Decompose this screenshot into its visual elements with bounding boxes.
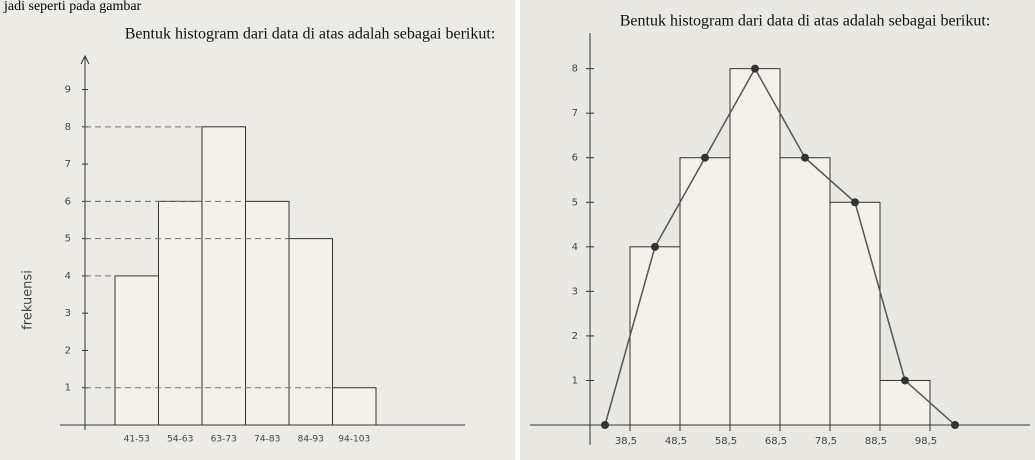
- y-tick-label: 8: [65, 122, 71, 133]
- y-axis-label: frekuensi: [21, 270, 36, 330]
- bar: [333, 388, 377, 425]
- polygon-point: [851, 198, 859, 206]
- y-tick-label: 6: [65, 196, 71, 207]
- y-tick-label: 1: [572, 375, 578, 386]
- y-tick-label: 3: [65, 308, 71, 319]
- y-tick-label: 9: [65, 85, 71, 96]
- y-tick-label: 5: [65, 234, 71, 245]
- x-tick-label: 74-83: [254, 435, 280, 445]
- y-tick-label: 2: [572, 331, 578, 342]
- y-tick-label: 6: [572, 153, 578, 164]
- x-tick-label: 94-103: [338, 435, 370, 445]
- bar: [830, 202, 880, 425]
- bar: [202, 127, 246, 425]
- caption: jadi seperti pada gambar: [3, 0, 142, 14]
- polygon-point: [601, 421, 609, 429]
- y-tick-label: 5: [572, 197, 578, 208]
- polygon-point: [801, 154, 809, 162]
- y-tick-label: 4: [572, 242, 578, 253]
- x-tick-label: 41-53: [124, 435, 150, 445]
- y-tick-label: 8: [572, 64, 578, 75]
- y-tick-label: 2: [65, 345, 71, 356]
- bar: [730, 69, 780, 425]
- y-tick-label: 1: [65, 383, 71, 394]
- bar: [246, 201, 290, 425]
- x-tick-label: 98,5: [915, 436, 937, 447]
- page: jadi seperti pada gambar Bentuk histogra…: [0, 0, 1035, 460]
- polygon-point: [901, 376, 909, 384]
- x-tick-label: 38,5: [615, 436, 637, 447]
- polygon-point: [651, 243, 659, 251]
- x-tick-label: 88,5: [865, 436, 887, 447]
- y-tick-label: 3: [572, 286, 578, 297]
- x-tick-label: 63-73: [211, 435, 237, 445]
- bar: [880, 380, 930, 425]
- x-tick-label: 78,5: [815, 436, 837, 447]
- chart-title: Bentuk histogram dari data di atas adala…: [125, 26, 496, 43]
- bar: [680, 158, 730, 425]
- polygon-point: [951, 421, 959, 429]
- x-tick-label: 84-93: [298, 435, 324, 445]
- y-tick-label: 7: [572, 108, 578, 119]
- bar: [780, 158, 830, 425]
- y-tick-label: 7: [65, 159, 71, 170]
- polygon-point: [701, 154, 709, 162]
- y-tick-label: 4: [65, 271, 71, 282]
- bar: [159, 201, 203, 425]
- bar: [289, 239, 333, 425]
- bar: [115, 276, 159, 425]
- x-tick-label: 68,5: [765, 436, 787, 447]
- x-tick-label: 58,5: [715, 436, 737, 447]
- x-tick-label: 54-63: [167, 435, 193, 445]
- x-tick-label: 48,5: [665, 436, 687, 447]
- chart-title: Bentuk histogram dari data di atas adala…: [620, 13, 991, 30]
- bar: [630, 247, 680, 425]
- polygon-point: [751, 65, 759, 73]
